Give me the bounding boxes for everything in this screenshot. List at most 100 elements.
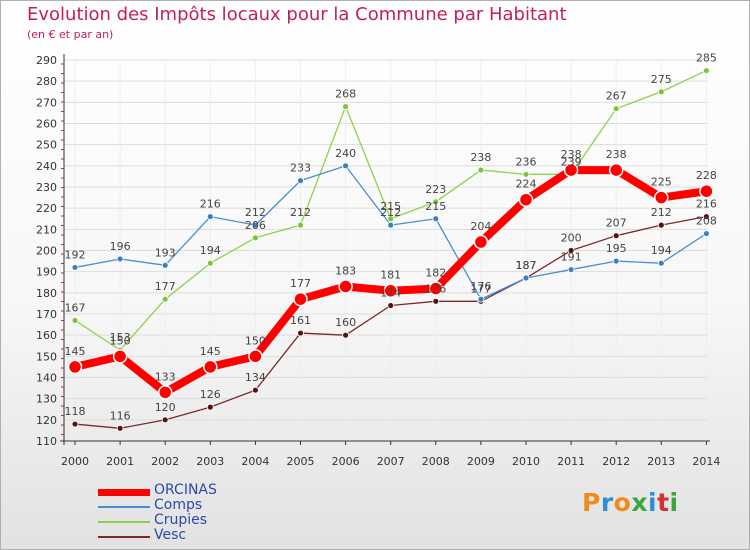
x-tick-label: 2012	[602, 455, 630, 468]
data-label-comps: 208	[696, 215, 717, 228]
data-label-crupies: 238	[470, 151, 491, 164]
data-point-comps	[387, 221, 395, 229]
data-label-crupies: 223	[425, 183, 446, 196]
data-point-vesc	[251, 386, 259, 394]
x-tick-label: 2009	[467, 455, 495, 468]
legend-label: ORCINAS	[154, 482, 217, 498]
data-label-crupies: 167	[65, 301, 86, 314]
legend-swatch	[98, 488, 150, 496]
data-label-comps: 176	[470, 280, 491, 293]
data-point-orcinas	[338, 279, 353, 294]
data-label-crupies: 206	[245, 219, 266, 232]
data-label-orcinas: 238	[606, 148, 627, 161]
data-point-comps	[477, 295, 485, 303]
data-label-orcinas: 182	[425, 267, 446, 280]
data-point-orcinas	[293, 291, 308, 307]
data-label-orcinas: 145	[200, 345, 221, 358]
x-tick-label: 2014	[692, 455, 720, 468]
data-point-vesc	[342, 331, 350, 339]
data-point-orcinas	[563, 162, 579, 178]
data-label-vesc: 160	[335, 316, 356, 329]
data-point-orcinas	[608, 162, 624, 178]
data-point-comps	[522, 274, 530, 282]
data-label-orcinas: 238	[561, 148, 582, 161]
data-point-vesc	[612, 232, 620, 240]
data-point-vesc	[657, 221, 665, 229]
data-label-vesc: 176	[425, 282, 446, 295]
data-point-vesc	[116, 424, 124, 432]
x-tick-label: 2007	[377, 455, 405, 468]
data-label-comps: 212	[245, 206, 266, 219]
data-label-crupies: 212	[290, 206, 311, 219]
data-label-comps: 212	[380, 206, 401, 219]
legend-label: Vesc	[154, 527, 187, 543]
y-tick-label: 240	[36, 160, 57, 173]
data-point-crupies	[251, 234, 259, 242]
data-point-comps	[206, 213, 214, 221]
chart-subtitle: (en € et par an)	[27, 28, 114, 41]
data-label-orcinas: 150	[245, 334, 266, 347]
data-label-crupies: 153	[110, 331, 131, 344]
data-label-vesc: 120	[155, 401, 176, 414]
data-point-comps	[657, 259, 665, 267]
y-tick-label: 210	[36, 223, 57, 236]
data-point-orcinas	[699, 183, 714, 199]
data-label-vesc: 161	[290, 314, 311, 327]
x-tick-label: 2013	[647, 455, 675, 468]
data-label-orcinas: 183	[335, 264, 356, 277]
data-label-comps: 187	[516, 259, 537, 272]
data-label-orcinas: 181	[380, 269, 401, 282]
data-label-vesc: 187	[516, 259, 537, 272]
y-tick-label: 290	[36, 54, 57, 67]
data-label-crupies: 236	[516, 155, 537, 168]
data-label-vesc: 174	[380, 287, 401, 300]
data-label-orcinas: 133	[155, 370, 176, 383]
data-point-orcinas	[67, 359, 83, 375]
data-label-crupies: 268	[335, 88, 356, 101]
data-point-comps	[297, 177, 304, 185]
legend-swatch	[98, 536, 150, 538]
data-label-vesc: 212	[651, 206, 672, 219]
x-tick-label: 2003	[196, 455, 224, 468]
y-tick-label: 280	[36, 75, 57, 88]
data-label-crupies: 285	[696, 52, 717, 65]
data-point-vesc	[387, 302, 395, 309]
data-label-crupies: 177	[155, 280, 176, 293]
data-label-vesc: 118	[65, 405, 86, 418]
x-tick-label: 2002	[151, 455, 179, 468]
data-point-vesc	[71, 420, 79, 428]
data-point-crupies	[342, 103, 350, 110]
data-point-crupies	[522, 170, 530, 178]
data-point-crupies	[477, 166, 485, 174]
data-label-crupies: 275	[651, 73, 672, 86]
chart-title: Evolution des Impôts locaux pour la Comm…	[27, 4, 567, 25]
data-point-comps	[251, 221, 259, 229]
data-label-crupies: 215	[380, 200, 401, 213]
data-point-orcinas	[248, 349, 263, 364]
y-tick-label: 230	[36, 181, 57, 194]
data-point-vesc	[161, 416, 169, 424]
y-tick-label: 250	[36, 139, 57, 152]
data-point-orcinas	[383, 283, 398, 298]
data-label-comps: 216	[200, 198, 221, 211]
data-point-comps	[342, 162, 350, 170]
data-label-vesc: 200	[561, 232, 582, 245]
legend-item-orcinas: ORCINAS	[98, 482, 298, 500]
y-tick-label: 200	[36, 245, 57, 258]
data-label-comps: 192	[65, 248, 86, 261]
data-label-orcinas: 177	[290, 277, 311, 290]
data-label-vesc: 134	[245, 371, 266, 384]
data-label-vesc: 116	[110, 409, 131, 422]
data-label-crupies: 239	[561, 155, 582, 168]
data-label-crupies: 267	[606, 90, 627, 103]
y-tick-label: 270	[36, 96, 57, 109]
legend-item-comps: Comps	[98, 497, 298, 515]
data-label-orcinas: 225	[651, 176, 672, 189]
data-point-crupies	[71, 316, 79, 324]
data-label-comps: 194	[651, 244, 672, 257]
data-point-comps	[161, 261, 169, 269]
x-tick-label: 2006	[332, 455, 360, 468]
y-tick-label: 120	[36, 414, 57, 427]
